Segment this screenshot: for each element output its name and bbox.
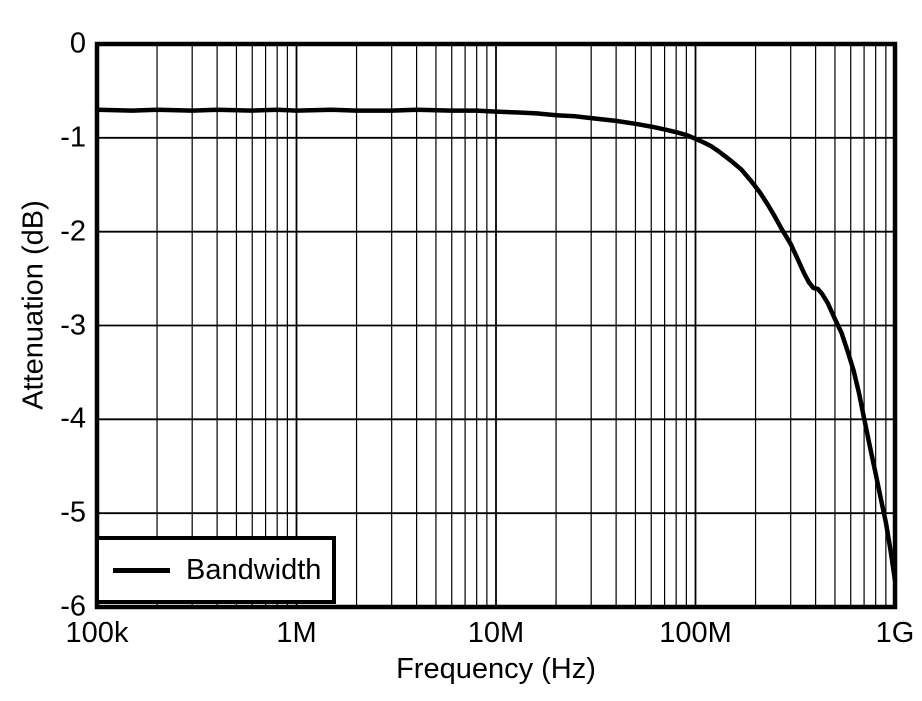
x-axis-tick-labels: 100k 1M 10M 100M 1G: [0, 619, 922, 653]
y-axis-tick-labels: 0 -1 -2 -3 -4 -5 -6: [0, 0, 86, 701]
plot-frame: [94, 41, 898, 610]
x-tick-label: 100M: [659, 617, 732, 649]
y-tick-label: -1: [60, 121, 86, 154]
legend: Bandwidth: [95, 536, 336, 604]
legend-label: Bandwidth: [186, 553, 322, 586]
x-tick-label: 1M: [276, 617, 317, 649]
x-axis-title: Frequency (Hz): [396, 653, 596, 685]
x-tick-label: 100k: [65, 617, 129, 649]
bandwidth-line-icon: [113, 567, 170, 573]
bandwidth-curve: [94, 107, 898, 583]
y-tick-label: -6: [60, 590, 86, 623]
y-tick-label: -2: [60, 215, 86, 248]
y-tick-label: -3: [60, 309, 86, 341]
x-tick-label: 10M: [467, 617, 525, 649]
y-tick-label: -5: [60, 496, 86, 529]
x-tick-label: 1G: [875, 617, 915, 649]
y-tick-label: -4: [60, 402, 86, 435]
y-axis-title: Attenuation (dB): [17, 200, 50, 410]
y-tick-label: 0: [69, 27, 86, 60]
